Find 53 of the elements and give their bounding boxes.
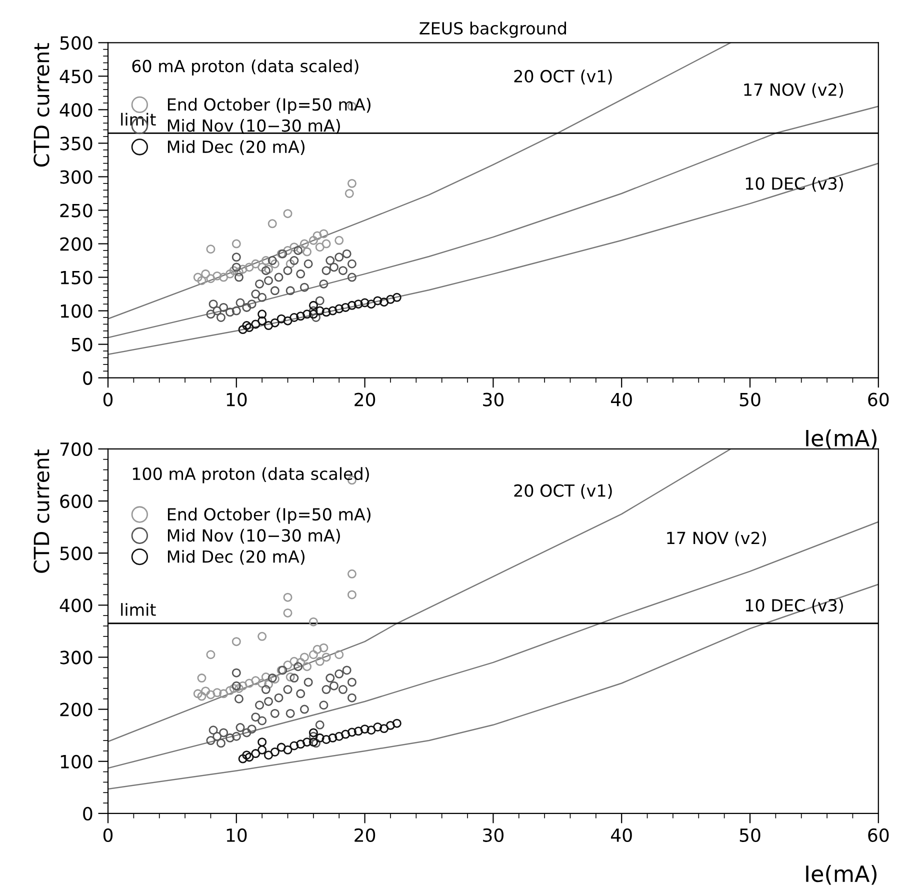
x-tick-label: 50 bbox=[740, 828, 760, 842]
x-axis-title: Ie(mA) bbox=[806, 864, 876, 885]
series-label: 17 NOV (v2) bbox=[744, 83, 843, 98]
y-tick-label: 200 bbox=[60, 237, 92, 251]
x-tick-label: 30 bbox=[483, 828, 504, 842]
chart-title: ZEUS background bbox=[420, 22, 566, 38]
y-tick-label: 100 bbox=[60, 754, 92, 768]
y-tick-label: 250 bbox=[60, 204, 92, 218]
y-tick-label: 300 bbox=[60, 170, 92, 184]
y-tick-label: 700 bbox=[60, 442, 92, 456]
x-tick-label: 0 bbox=[103, 392, 113, 406]
y-tick-label: 200 bbox=[60, 702, 92, 716]
series-label: 10 DEC (v3) bbox=[746, 176, 843, 192]
y-tick-label: 400 bbox=[60, 598, 92, 612]
y-tick-label: 500 bbox=[60, 36, 92, 50]
series-label: 17 NOV (v2) bbox=[667, 531, 766, 546]
y-tick-label: 100 bbox=[60, 304, 92, 318]
y-tick-label: 600 bbox=[60, 494, 92, 508]
ref-line-label: limit bbox=[121, 603, 156, 616]
y-tick-label: 400 bbox=[60, 103, 92, 117]
annotation: 60 mA proton (data scaled) bbox=[132, 59, 358, 76]
x-tick-label: 10 bbox=[226, 828, 247, 842]
y-tick-label: 450 bbox=[60, 70, 92, 84]
legend-label: Mid Nov (10−30 mA) bbox=[168, 528, 340, 544]
x-tick-label: 20 bbox=[354, 828, 376, 842]
series-label: 20 OCT (v1) bbox=[514, 484, 612, 499]
y-axis-title: CTD current bbox=[34, 449, 50, 573]
y-axis-title: CTD current bbox=[34, 43, 50, 167]
y-tick-label: 350 bbox=[60, 136, 92, 150]
x-tick-label: 40 bbox=[610, 392, 632, 406]
legend-label: Mid Dec (20 mA) bbox=[168, 140, 304, 156]
legend-label: End October (Ip=50 mA) bbox=[168, 98, 370, 114]
x-tick-label: 0 bbox=[103, 828, 113, 842]
x-tick-label: 20 bbox=[354, 392, 376, 406]
x-tick-label: 60 bbox=[868, 828, 889, 842]
legend-label: Mid Dec (20 mA) bbox=[168, 550, 304, 565]
series-label: 20 OCT (v1) bbox=[514, 70, 612, 84]
y-tick-label: 50 bbox=[72, 338, 92, 352]
y-tick-label: 500 bbox=[60, 546, 92, 560]
x-axis-title: Ie(mA) bbox=[806, 429, 876, 450]
x-tick-label: 30 bbox=[483, 392, 504, 406]
annotation: 100 mA proton (data scaled) bbox=[132, 467, 369, 484]
x-tick-label: 10 bbox=[226, 392, 247, 406]
series-label: 10 DEC (v3) bbox=[746, 598, 843, 614]
legend-label: Mid Nov (10−30 mA) bbox=[168, 119, 340, 134]
legend-label: End October (Ip=50 mA) bbox=[168, 508, 370, 524]
x-tick-label: 60 bbox=[868, 392, 889, 406]
x-tick-label: 40 bbox=[610, 828, 632, 842]
y-tick-label: 300 bbox=[60, 650, 92, 664]
y-tick-label: 150 bbox=[60, 270, 92, 284]
y-tick-label: 0 bbox=[83, 806, 92, 821]
y-tick-label: 0 bbox=[83, 371, 92, 385]
x-tick-label: 50 bbox=[740, 392, 760, 406]
